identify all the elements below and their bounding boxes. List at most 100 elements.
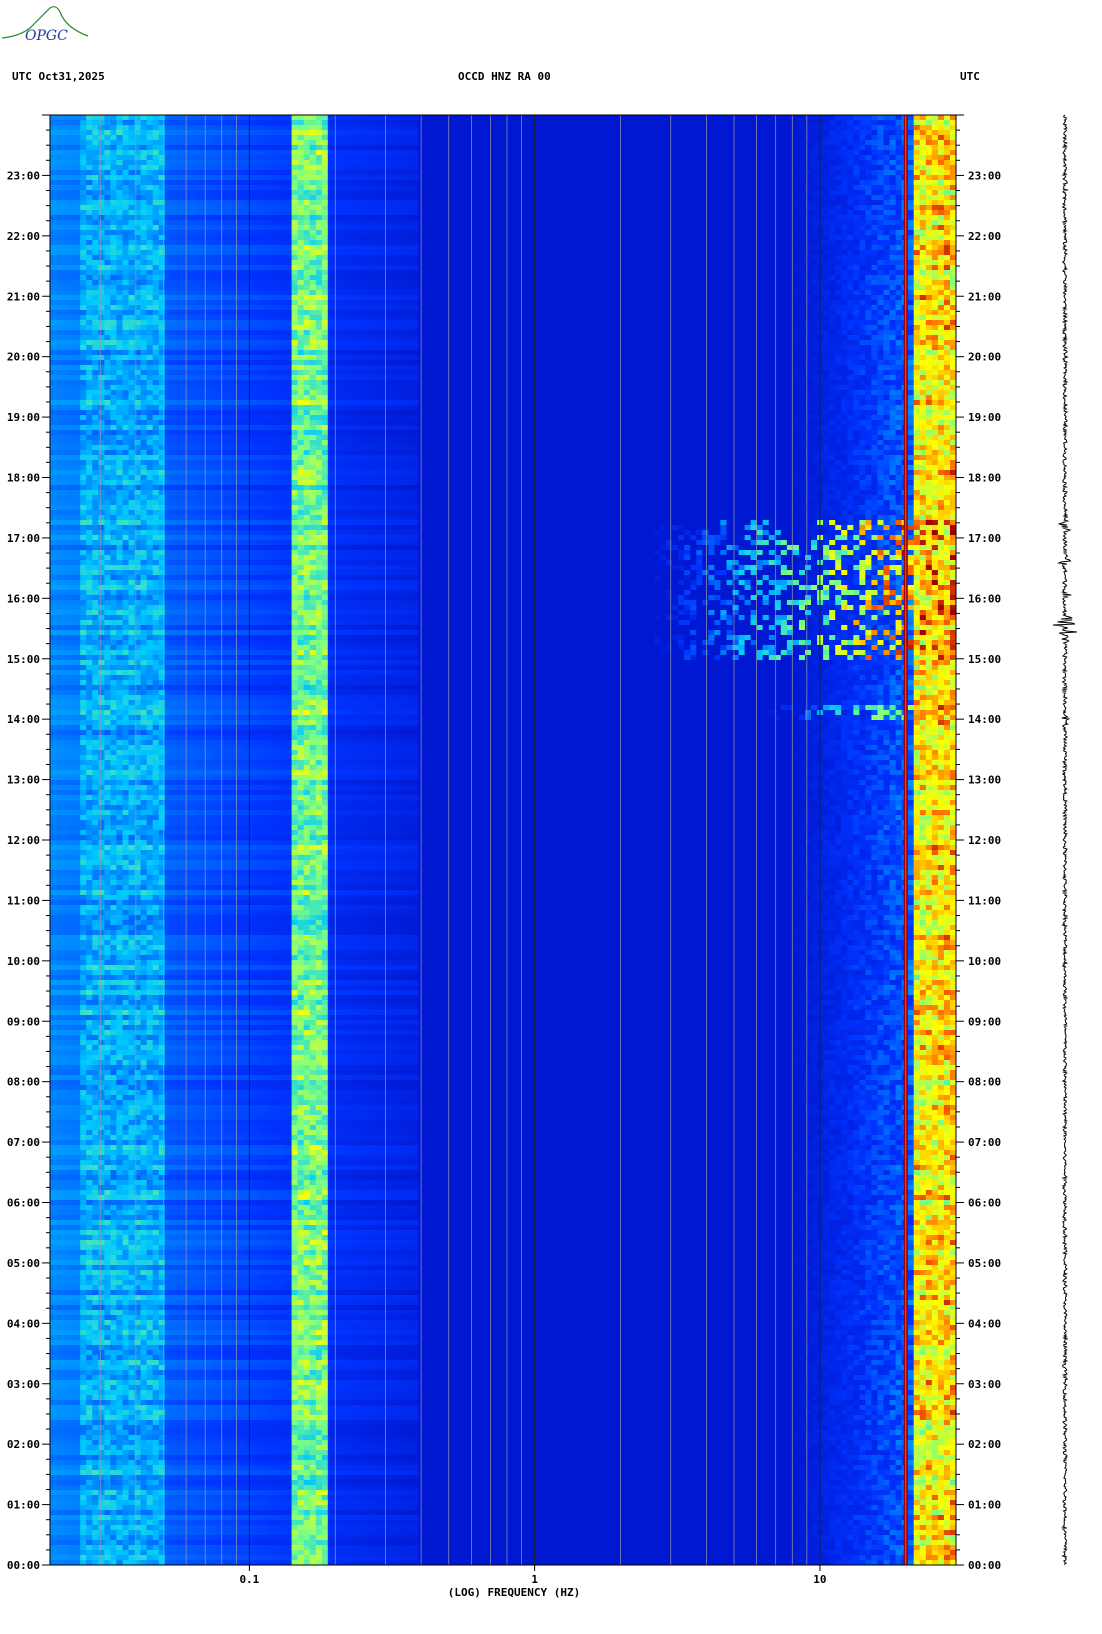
heat-cell: [727, 180, 734, 186]
heat-cell: [914, 185, 921, 191]
heat-cell: [298, 210, 305, 216]
heat-cell: [727, 235, 734, 241]
heat-cell: [370, 220, 377, 226]
heat-cell: [811, 210, 818, 216]
heat-cell: [896, 190, 903, 196]
heat-cell: [68, 135, 75, 141]
heat-cell: [745, 205, 752, 211]
heat-cell: [757, 135, 764, 141]
heat-cell: [219, 125, 226, 131]
heat-cell: [346, 155, 353, 161]
heat-cell: [503, 185, 510, 191]
heat-cell: [708, 140, 715, 146]
heat-cell: [557, 160, 564, 166]
heat-cell: [576, 140, 583, 146]
heat-cell: [539, 220, 546, 226]
heat-cell: [316, 200, 323, 206]
heat-cell: [310, 145, 317, 151]
heat-cell: [274, 170, 281, 176]
heat-cell: [714, 200, 721, 206]
heat-cell: [539, 215, 546, 221]
heat-cell: [431, 140, 438, 146]
heat-cell: [123, 220, 130, 226]
heat-cell: [781, 185, 788, 191]
heat-cell: [231, 185, 238, 191]
heat-cell: [847, 240, 854, 246]
heat-cell: [678, 155, 685, 161]
heat-cell: [853, 130, 860, 136]
heat-cell: [231, 170, 238, 176]
heat-cell: [914, 125, 921, 131]
heat-cell: [606, 215, 613, 221]
heat-cell: [932, 180, 939, 186]
heat-cell: [648, 220, 655, 226]
heat-cell: [104, 115, 111, 121]
heat-cell: [714, 215, 721, 221]
heat-cell: [793, 220, 800, 226]
heat-cell: [865, 140, 872, 146]
heat-cell: [527, 200, 534, 206]
heat-cell: [267, 185, 274, 191]
heat-cell: [425, 205, 432, 211]
heat-cell: [352, 205, 359, 211]
heat-cell: [400, 130, 407, 136]
heat-cell: [467, 145, 474, 151]
heat-cell: [110, 210, 117, 216]
heat-cell: [539, 230, 546, 236]
heat-cell: [56, 130, 63, 136]
heat-cell: [56, 195, 63, 201]
heat-cell: [280, 240, 287, 246]
heat-cell: [237, 245, 244, 251]
heat-cell: [280, 160, 287, 166]
heat-cell: [267, 135, 274, 141]
heat-cell: [938, 165, 945, 171]
heat-cell: [684, 165, 691, 171]
heat-cell: [642, 240, 649, 246]
heat-cell: [213, 195, 220, 201]
heat-cell: [225, 215, 232, 221]
heat-cell: [600, 210, 607, 216]
heat-cell: [805, 230, 812, 236]
heat-cell: [569, 195, 576, 201]
heat-cell: [600, 165, 607, 171]
heat-cell: [141, 120, 148, 126]
heat-cell: [497, 215, 504, 221]
heat-cell: [521, 225, 528, 231]
heat-cell: [358, 125, 365, 131]
heat-cell: [763, 145, 770, 151]
heat-cell: [68, 170, 75, 176]
heat-cell: [926, 130, 933, 136]
heat-cell: [920, 220, 927, 226]
heat-cell: [612, 195, 619, 201]
heat-cell: [286, 150, 293, 156]
heat-cell: [938, 145, 945, 151]
heat-cell: [569, 145, 576, 151]
heat-cell: [727, 175, 734, 181]
heat-cell: [147, 170, 154, 176]
heat-cell: [557, 115, 564, 121]
heat-cell: [636, 115, 643, 121]
heat-cell: [431, 185, 438, 191]
heat-cell: [811, 170, 818, 176]
heat-cell: [588, 200, 595, 206]
heat-cell: [503, 170, 510, 176]
heat-cell: [394, 230, 401, 236]
heat-cell: [666, 115, 673, 121]
heat-cell: [612, 215, 619, 221]
heat-cell: [400, 230, 407, 236]
heat-cell: [642, 145, 649, 151]
heat-cell: [714, 175, 721, 181]
heat-cell: [274, 200, 281, 206]
heat-cell: [310, 205, 317, 211]
heat-cell: [98, 205, 105, 211]
heat-cell: [68, 115, 75, 121]
heat-cell: [56, 160, 63, 166]
heat-cell: [811, 240, 818, 246]
heat-cell: [618, 210, 625, 216]
heat-cell: [50, 125, 57, 131]
heat-cell: [231, 205, 238, 211]
heat-cell: [159, 120, 166, 126]
heat-cell: [720, 180, 727, 186]
heat-cell: [406, 155, 413, 161]
heat-cell: [110, 220, 117, 226]
